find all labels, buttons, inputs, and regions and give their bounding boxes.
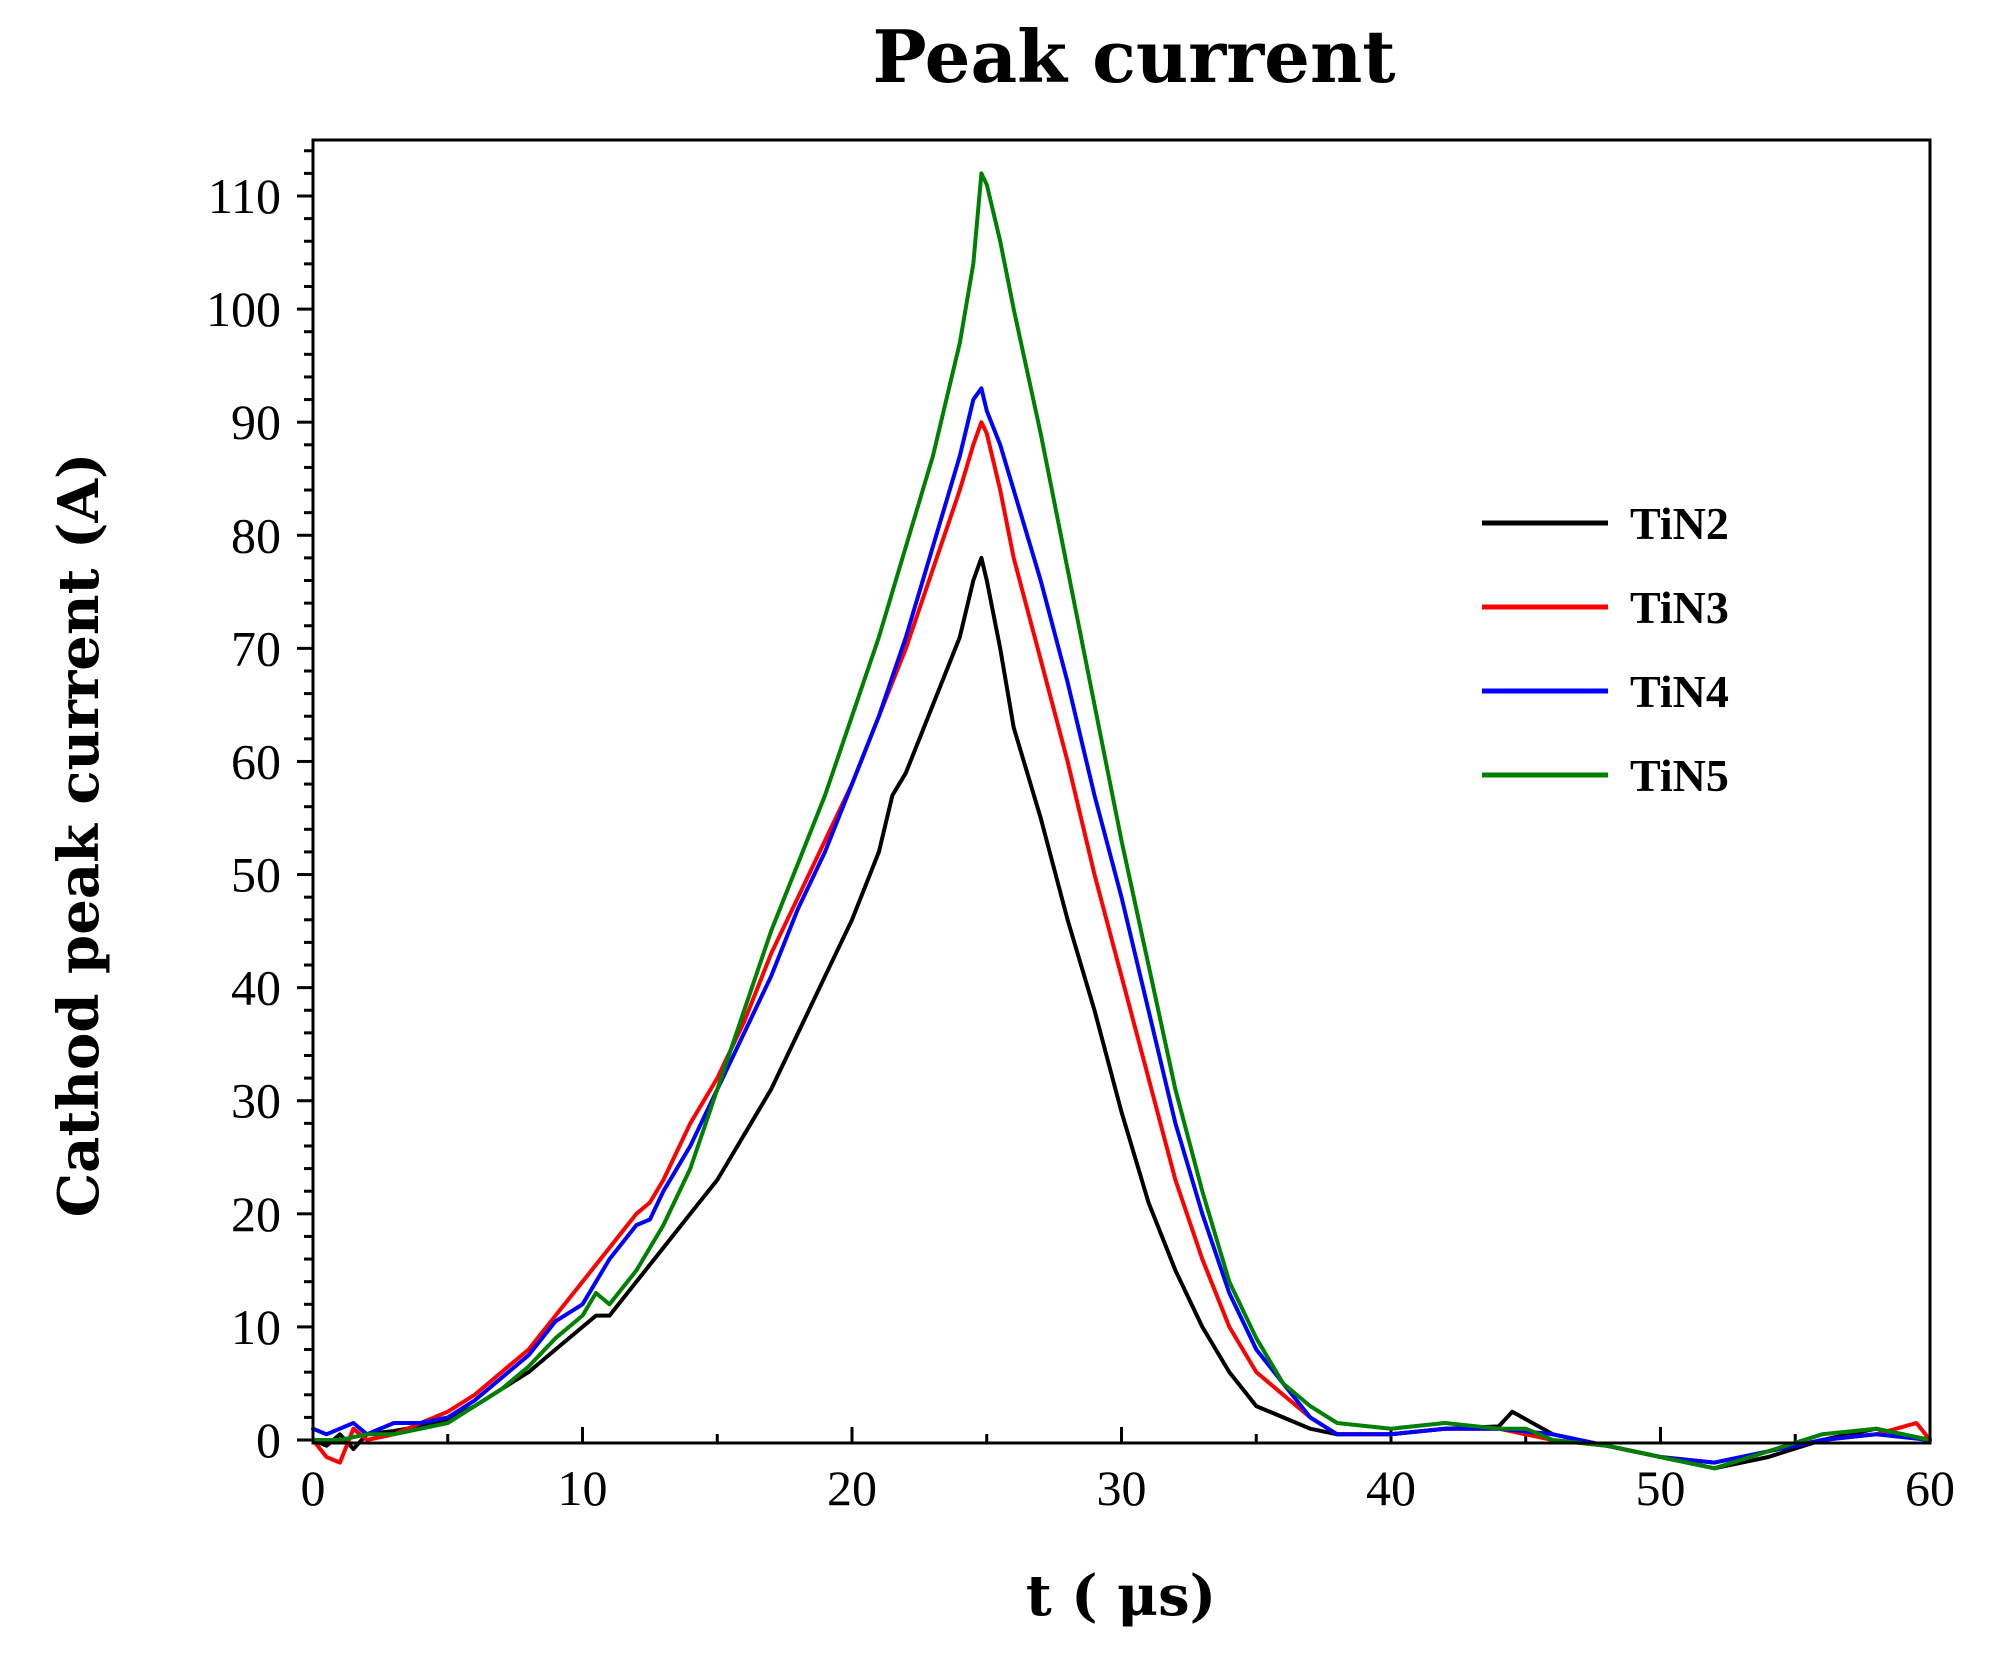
legend-label-tin2: TiN2: [1630, 498, 1729, 549]
legend: TiN2 TiN3 TiN4 TiN5: [1482, 498, 1729, 801]
chart-title: Peak current: [872, 14, 1395, 99]
series-line-tin3: [311, 420, 1932, 1465]
y-tick-label: 30: [231, 1073, 281, 1129]
legend-label-tin5: TiN5: [1630, 750, 1729, 801]
series-line-tin5: [311, 171, 1932, 1471]
x-tick-label: 0: [301, 1460, 326, 1516]
x-tick-label: 60: [1905, 1460, 1955, 1516]
plot-frame: [311, 138, 1932, 1445]
series-line-tin4: [311, 386, 1932, 1465]
x-tick-label: 50: [1636, 1460, 1686, 1516]
y-axis-label: Cathod peak current (A): [46, 453, 112, 1218]
x-tick-label: 10: [558, 1460, 608, 1516]
tick-labels: 0 10 20 30 40 50 60 0 10 20 30 40 50 60 70 80 90 100 110: [206, 168, 1955, 1516]
series-group: [311, 171, 1932, 1471]
y-tick-label: 50: [231, 847, 281, 903]
y-tick-label: 20: [231, 1186, 281, 1242]
y-tick-label: 100: [206, 281, 281, 337]
x-tick-label: 30: [1097, 1460, 1147, 1516]
x-axis-label: t ( μs): [1026, 1563, 1216, 1629]
y-tick-label: 70: [231, 620, 281, 676]
x-tick-label: 20: [827, 1460, 877, 1516]
x-tick-label: 40: [1366, 1460, 1416, 1516]
y-tick-label: 80: [231, 507, 281, 563]
y-tick-label: 0: [256, 1412, 281, 1468]
y-tick-label: 40: [231, 960, 281, 1016]
legend-label-tin4: TiN4: [1630, 666, 1729, 717]
y-tick-label: 110: [208, 168, 281, 224]
y-tick-label: 60: [231, 733, 281, 789]
y-tick-label: 10: [231, 1299, 281, 1355]
y-tick-label: 90: [231, 394, 281, 450]
legend-label-tin3: TiN3: [1630, 582, 1729, 633]
